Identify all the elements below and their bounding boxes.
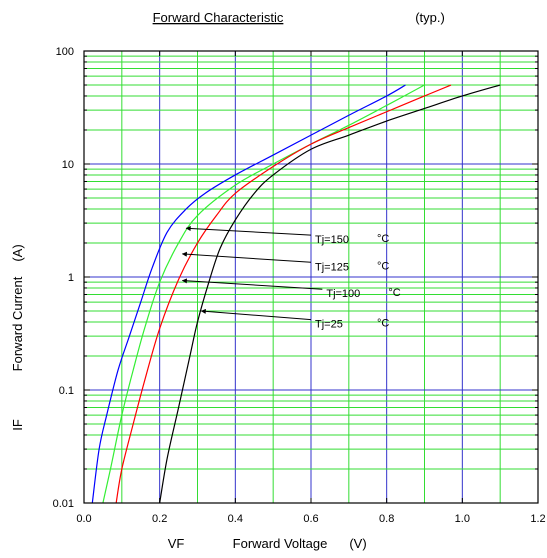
x-tick-label: 0.4: [228, 513, 243, 525]
x-tick-label: 1.2: [530, 513, 545, 525]
y-tick-label: 100: [56, 46, 74, 58]
annotation-arrow: [181, 251, 312, 263]
x-axis-symbol: VF: [168, 536, 185, 551]
x-axis-unit: (V): [349, 536, 366, 551]
annotation-layer: Tj=150 °C Tj=125 °C Tj=100 °C Tj=25 °C: [181, 226, 401, 331]
series-line-tj25: [159, 84, 501, 504]
annotation-unit: °C: [377, 233, 389, 245]
annotation-label: Tj=150: [315, 234, 349, 246]
x-tick-label: 0.6: [303, 513, 318, 525]
chart-subtitle: (typ.): [415, 10, 445, 25]
annotation-unit: °C: [377, 318, 389, 330]
annotation-arrow: [200, 308, 312, 321]
axis-ticks: 0.0 0.2 0.4 0.6 0.8 1.0 1.2 0.01 0.1 1 10 100: [53, 46, 546, 525]
x-tick-label: 1.0: [455, 513, 470, 525]
y-tick-label: 0.01: [53, 498, 74, 510]
x-axis-label: Forward Voltage: [233, 536, 328, 551]
y-axis-symbol: IF: [10, 419, 25, 431]
y-tick-label: 0.1: [59, 385, 74, 397]
x-tick-label: 0.2: [152, 513, 167, 525]
series-line-tj100: [115, 84, 452, 504]
y-tick-label: 10: [62, 159, 74, 171]
annotation-label: Tj=100: [326, 288, 360, 300]
x-tick-label: 0.8: [379, 513, 394, 525]
annotation-arrow: [181, 278, 323, 290]
annotation-unit: °C: [377, 260, 389, 272]
chart-title: Forward Characteristic: [153, 10, 284, 25]
grid: [84, 51, 538, 503]
series-line-tj150: [91, 84, 406, 504]
x-tick-label: 0.0: [76, 513, 91, 525]
annotation-arrow: [185, 226, 312, 236]
annotation-label: Tj=125: [315, 261, 349, 273]
y-axis-unit: (A): [10, 244, 25, 261]
annotation-label: Tj=25: [315, 319, 343, 331]
annotation-unit: °C: [388, 287, 400, 299]
y-tick-label: 1: [68, 272, 74, 284]
y-axis-label: Forward Current: [10, 276, 25, 371]
